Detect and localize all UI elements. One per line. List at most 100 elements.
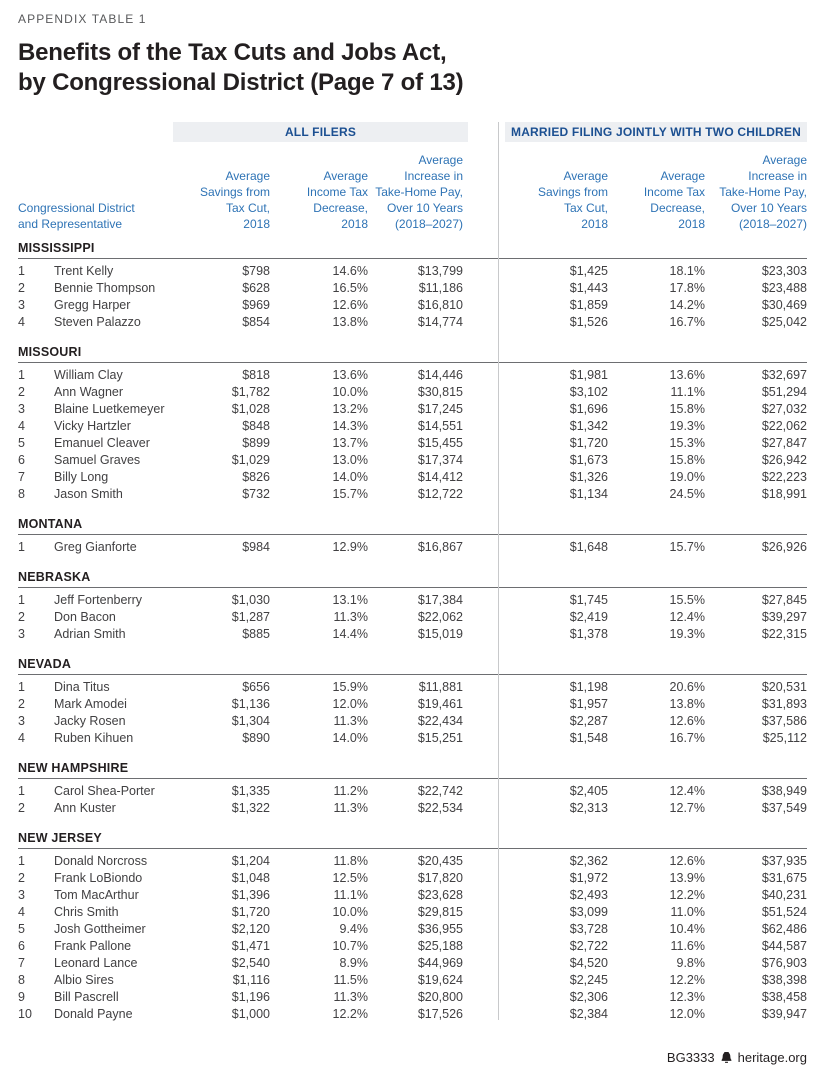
all-takehome-cell: $14,446 [417,367,463,382]
married-decrease-cell: 12.4% [669,609,705,624]
representative-cell: Emanuel Cleaver [54,435,150,450]
married-takehome-cell: $27,032 [761,401,807,416]
representative-cell: Vicky Hartzler [54,418,131,433]
married-decrease-cell: 12.2% [669,887,705,902]
married-decrease-cell: 12.3% [669,989,705,1004]
married-takehome-cell: $51,294 [761,384,807,399]
married-decrease-cell: 19.3% [669,418,705,433]
table-row: 9 Bill Pascrell $1,196 11.3% $20,800 $2,… [18,988,807,1005]
married-decrease-cell: 12.0% [669,1006,705,1021]
married-decrease-cell: 11.1% [670,384,705,399]
married-takehome-cell: $23,488 [761,280,807,295]
all-savings-cell: $2,540 [231,955,270,970]
married-takehome-cell: $44,587 [761,938,807,953]
state-section: NEVADA 1 Dina Titus $656 15.9% $11,881 $… [18,657,807,746]
married-takehome-cell: $62,486 [761,921,807,936]
married-savings-cell: $2,362 [569,853,608,868]
district-cell: 1 [18,539,25,554]
district-cell: 1 [18,783,25,798]
state-name: NEBRASKA [18,570,807,588]
representative-cell: Samuel Graves [54,452,141,467]
all-decrease-cell: 11.3% [333,713,368,728]
table-header: ALL FILERS MARRIED FILING JOINTLY WITH T… [18,122,807,234]
table-row: 3 Adrian Smith $885 14.4% $15,019 $1,378… [18,625,807,642]
all-savings-cell: $1,322 [231,800,270,815]
all-decrease-cell: 12.6% [332,297,368,312]
all-savings-cell: $885 [242,626,270,641]
all-decrease-cell: 12.5% [332,870,368,885]
table-row: 6 Samuel Graves $1,029 13.0% $17,374 $1,… [18,451,807,468]
married-takehome-cell: $22,315 [761,626,807,641]
married-takehome-cell: $51,524 [761,904,807,919]
married-decrease-cell: 12.6% [669,713,705,728]
married-takehome-cell: $31,893 [761,696,807,711]
representative-cell: Bill Pascrell [54,989,119,1004]
district-cell: 4 [18,904,25,919]
married-savings-cell: $2,493 [569,887,608,902]
table-row: 4 Steven Palazzo $854 13.8% $14,774 $1,5… [18,313,807,330]
all-takehome-cell: $14,774 [417,314,463,329]
married-decrease-cell: 20.6% [669,679,705,694]
all-decrease-cell: 11.8% [333,853,368,868]
all-takehome-cell: $29,815 [417,904,463,919]
married-savings-cell: $2,419 [569,609,608,624]
benefits-table: ALL FILERS MARRIED FILING JOINTLY WITH T… [18,122,807,1022]
column-header-all-savings: Average Savings from Tax Cut, 2018 [199,169,270,231]
all-takehome-cell: $22,434 [417,713,463,728]
district-cell: 1 [18,367,25,382]
state-section: NEW JERSEY 1 Donald Norcross $1,204 11.8… [18,831,807,1022]
married-decrease-cell: 13.9% [669,870,705,885]
appendix-table-label: APPENDIX TABLE 1 [18,12,147,26]
district-cell: 2 [18,696,25,711]
table-row: 4 Ruben Kihuen $890 14.0% $15,251 $1,548… [18,729,807,746]
state-name: NEW JERSEY [18,831,807,849]
representative-cell: Bennie Thompson [54,280,156,295]
married-takehome-cell: $23,303 [761,263,807,278]
state-name: NEVADA [18,657,807,675]
state-rows: 1 William Clay $818 13.6% $14,446 $1,981… [18,363,807,502]
district-cell: 7 [18,955,25,970]
all-decrease-cell: 13.2% [332,401,368,416]
all-decrease-cell: 13.1% [332,592,368,607]
married-savings-cell: $1,981 [569,367,608,382]
district-cell: 3 [18,401,25,416]
state-name: MISSISSIPPI [18,241,807,259]
district-cell: 5 [18,435,25,450]
all-decrease-cell: 14.0% [332,730,368,745]
all-decrease-cell: 9.4% [339,921,369,936]
all-savings-cell: $984 [242,539,270,554]
married-decrease-cell: 12.4% [669,783,705,798]
all-takehome-cell: $22,534 [417,800,463,815]
table-row: 1 Trent Kelly $798 14.6% $13,799 $1,425 … [18,262,807,279]
column-header-married-decrease: Average Income Tax Decrease, 2018 [643,169,705,231]
representative-cell: Albio Sires [54,972,114,987]
married-decrease-cell: 15.3% [669,435,705,450]
all-savings-cell: $1,116 [232,972,270,987]
married-savings-cell: $1,957 [569,696,608,711]
all-savings-cell: $1,720 [231,904,270,919]
all-savings-cell: $1,304 [231,713,270,728]
table-row: 5 Emanuel Cleaver $899 13.7% $15,455 $1,… [18,434,807,451]
all-takehome-cell: $20,800 [417,989,463,1004]
table-row: 2 Bennie Thompson $628 16.5% $11,186 $1,… [18,279,807,296]
all-decrease-cell: 8.9% [339,955,369,970]
table-body: MISSISSIPPI 1 Trent Kelly $798 14.6% $13… [18,241,807,1022]
representative-cell: Ann Wagner [54,384,124,399]
all-savings-cell: $1,396 [231,887,270,902]
representative-cell: Blaine Luetkemeyer [54,401,165,416]
district-cell: 10 [18,1006,32,1021]
married-decrease-cell: 19.3% [669,626,705,641]
table-row: 3 Jacky Rosen $1,304 11.3% $22,434 $2,28… [18,712,807,729]
all-savings-cell: $656 [242,679,270,694]
district-cell: 3 [18,626,25,641]
district-cell: 1 [18,263,25,278]
table-row: 1 Jeff Fortenberry $1,030 13.1% $17,384 … [18,591,807,608]
district-cell: 6 [18,938,25,953]
married-decrease-cell: 12.7% [669,800,705,815]
table-row: 1 Carol Shea-Porter $1,335 11.2% $22,742… [18,782,807,799]
all-savings-cell: $1,030 [231,592,270,607]
married-decrease-cell: 19.0% [669,469,705,484]
district-cell: 2 [18,870,25,885]
table-row: 5 Josh Gottheimer $2,120 9.4% $36,955 $3… [18,920,807,937]
all-takehome-cell: $19,461 [417,696,463,711]
